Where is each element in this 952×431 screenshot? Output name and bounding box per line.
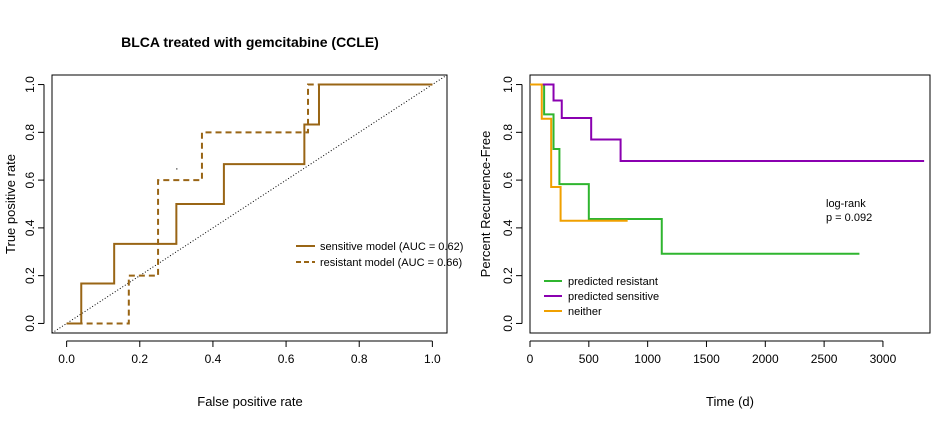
roc-legend-resistant-label: resistant model (AUC = 0.66) bbox=[320, 257, 462, 269]
km-legend-neither-label: neither bbox=[568, 306, 602, 318]
y-tick-label: 0.0 bbox=[501, 315, 515, 332]
p-value-label: p = 0.092 bbox=[826, 212, 872, 224]
series-line-0 bbox=[66, 83, 433, 325]
y-tick-label: 0.8 bbox=[501, 124, 515, 141]
roc-plot-frame bbox=[51, 74, 448, 334]
y-tick-label: 0.8 bbox=[23, 124, 37, 141]
reference-diagonal-line bbox=[51, 74, 448, 334]
y-tick-label: 0.6 bbox=[501, 171, 515, 188]
km-plot-frame bbox=[529, 74, 931, 334]
series-line-2 bbox=[530, 83, 628, 222]
y-tick-label: 0.6 bbox=[23, 171, 37, 188]
stray-mark: · bbox=[175, 163, 179, 175]
km-legend-resistant-label: predicted resistant bbox=[568, 276, 658, 288]
y-tick-label: 1.0 bbox=[23, 76, 37, 93]
km-panel: 0 500 1000 1500 2000 2500 3000 0.0 0.2 0.4 0.6 0.8 1… bbox=[478, 74, 931, 409]
roc-panel: BLCA treated with gemcitabine (CCLE) 0.0… bbox=[3, 34, 463, 409]
x-tick-label: 0.4 bbox=[205, 352, 222, 366]
y-tick-label: 0.4 bbox=[501, 219, 515, 236]
log-rank-label: log-rank bbox=[826, 198, 866, 210]
roc-legend: sensitive model (AUC = 0.62) resistant m… bbox=[296, 241, 463, 269]
x-tick-label: 1500 bbox=[693, 352, 720, 366]
roc-legend-sensitive-label: sensitive model (AUC = 0.62) bbox=[320, 241, 463, 253]
roc-y-axis-label: True positive rate bbox=[3, 154, 18, 254]
km-legend-sensitive-label: predicted sensitive bbox=[568, 291, 659, 303]
x-tick-label: 2000 bbox=[752, 352, 779, 366]
km-x-axis-label: Time (d) bbox=[706, 394, 754, 409]
x-tick-label: 0 bbox=[527, 352, 534, 366]
x-tick-label: 1000 bbox=[634, 352, 661, 366]
x-tick-label: 500 bbox=[579, 352, 599, 366]
x-tick-label: 0.2 bbox=[131, 352, 148, 366]
roc-x-axis-label: False positive rate bbox=[197, 394, 303, 409]
km-y-axis-label: Percent Recurrence-Free bbox=[478, 131, 493, 278]
x-tick-label: 0.6 bbox=[278, 352, 295, 366]
series-line-0 bbox=[530, 83, 860, 255]
y-tick-label: 1.0 bbox=[501, 76, 515, 93]
y-tick-label: 0.0 bbox=[23, 315, 37, 332]
x-tick-label: 2500 bbox=[811, 352, 838, 366]
y-tick-label: 0.4 bbox=[23, 219, 37, 236]
x-tick-label: 1.0 bbox=[424, 352, 441, 366]
x-tick-label: 0.8 bbox=[351, 352, 368, 366]
x-tick-label: 3000 bbox=[870, 352, 897, 366]
km-legend: predicted resistant predicted sensitive … bbox=[544, 276, 659, 318]
y-tick-label: 0.2 bbox=[501, 267, 515, 284]
chart-title: BLCA treated with gemcitabine (CCLE) bbox=[121, 34, 379, 50]
series-line-1 bbox=[530, 83, 925, 162]
x-tick-label: 0.0 bbox=[58, 352, 75, 366]
y-tick-label: 0.2 bbox=[23, 267, 37, 284]
